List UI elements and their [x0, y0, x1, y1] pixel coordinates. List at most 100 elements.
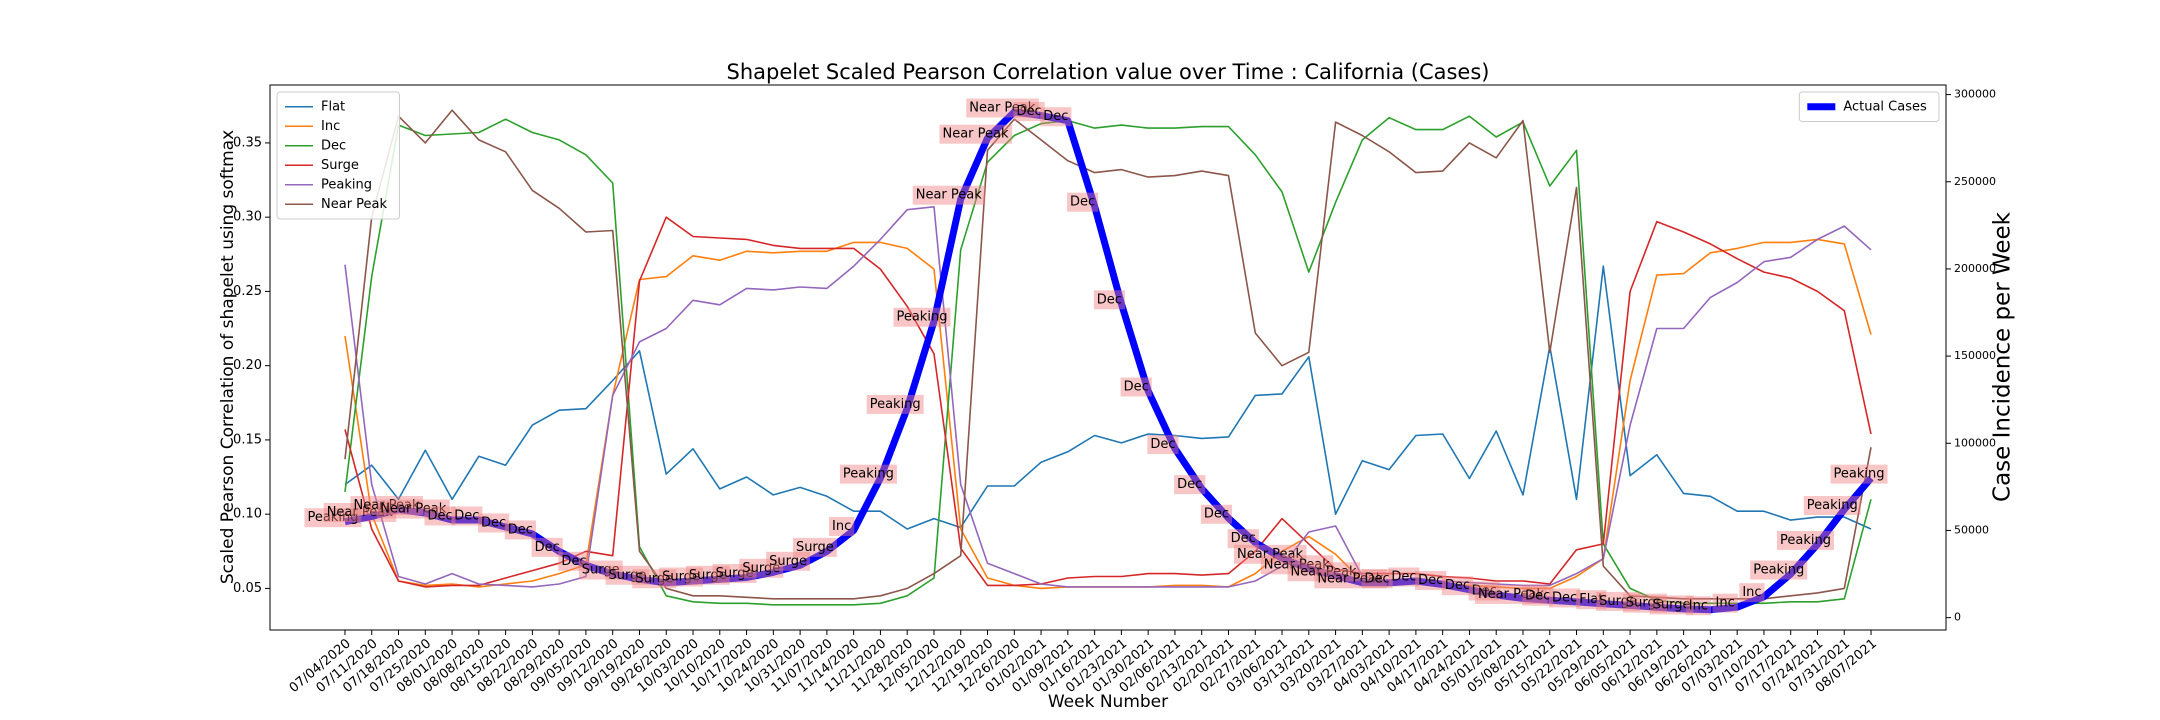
annotation-box	[1415, 570, 1447, 590]
annotation-box	[1776, 530, 1834, 550]
annotation-box	[839, 464, 897, 484]
annotation: Surge	[689, 568, 727, 583]
annotation: Dec	[1043, 109, 1068, 124]
annotation: Near Peak	[1264, 557, 1331, 572]
annotation: Surge	[1599, 594, 1637, 609]
annotation-box	[531, 537, 563, 557]
annotation: Dec	[1552, 590, 1577, 605]
y2-tick-label: 100000	[1954, 436, 1996, 449]
y2-tick-label: 150000	[1954, 349, 1996, 362]
annotation-box	[1739, 583, 1765, 603]
annotation: Near Peak	[1291, 564, 1358, 579]
annotation-box	[1174, 475, 1206, 495]
annotation: Inc	[1716, 596, 1735, 611]
legend-label: Inc	[321, 119, 340, 134]
y-tick-label: 0.10	[233, 507, 262, 522]
x-axis-label: Week Number	[1048, 692, 1168, 712]
annotation-box	[1441, 576, 1474, 596]
annotation: Peaking	[1780, 533, 1831, 548]
y-tick-label: 0.30	[233, 210, 262, 225]
annotation-box	[1468, 581, 1500, 601]
annotation-box	[1147, 435, 1179, 455]
annotation: Peaking	[843, 467, 894, 482]
y2-tick-label: 200000	[1954, 262, 1996, 275]
annotation: Surge	[742, 561, 780, 576]
legend-label: Dec	[321, 138, 346, 153]
annotation: Near Peak	[969, 101, 1036, 116]
annotation-box	[939, 124, 1013, 144]
annotation-box	[1803, 496, 1861, 516]
annotation: Dec	[1124, 379, 1149, 394]
y-tick-label: 0.20	[233, 358, 262, 373]
annotation-box	[1227, 529, 1259, 549]
annotation-box	[893, 307, 951, 327]
annotation: Surge	[1653, 597, 1691, 612]
annotation-box	[504, 520, 536, 540]
annotation-box	[659, 567, 703, 587]
annotation: Peaking	[870, 397, 921, 412]
legend-label: Flat	[321, 99, 345, 114]
annotation-box	[1830, 464, 1888, 484]
annotation: Dec	[454, 508, 479, 523]
annotation: Peaking	[1753, 563, 1804, 578]
y-tick-label: 0.05	[233, 581, 262, 596]
annotation-box	[1314, 569, 1387, 589]
annotation-box	[424, 506, 456, 526]
annotation: Surge	[635, 571, 673, 586]
annotation-box	[304, 508, 362, 528]
cases-line	[344, 108, 1874, 614]
annotation-box	[866, 394, 924, 414]
annotation-box	[739, 558, 784, 578]
annotation: Dec	[427, 508, 452, 523]
annotation-box	[1120, 377, 1152, 397]
annotation-box	[377, 499, 450, 519]
annotation-box	[712, 564, 757, 584]
annotation-box	[1685, 596, 1712, 616]
chart-title: Shapelet Scaled Pearson Correlation valu…	[727, 60, 1490, 84]
annotation: Dec	[508, 522, 533, 537]
annotation: Dec	[1472, 583, 1497, 598]
y2-tick-label: 250000	[1954, 175, 1996, 188]
series-line	[344, 109, 1872, 600]
annotation-box	[966, 98, 1039, 118]
series-line	[344, 216, 1872, 588]
y-tick-label: 0.35	[233, 135, 262, 150]
annotation-box	[829, 516, 855, 536]
annotation: Near Peak	[327, 505, 394, 520]
annotation: Near Peak	[1317, 571, 1384, 586]
annotation: Near Peak	[1237, 547, 1304, 562]
annotation: Inc	[1742, 585, 1761, 600]
annotation: Peaking	[896, 310, 947, 325]
annotation: Surge	[1626, 596, 1664, 611]
y2-tick-label: 50000	[1954, 523, 1989, 536]
series-line	[344, 265, 1872, 530]
legend-box	[1798, 91, 1940, 122]
annotation-box	[792, 537, 837, 557]
annotation-box	[605, 565, 650, 585]
annotation: Surge	[609, 568, 647, 583]
annotation-box	[1649, 595, 1694, 615]
annotation: Surge	[716, 566, 754, 581]
annotation: Near Peak	[1478, 587, 1545, 602]
annotation-box	[1474, 584, 1548, 604]
annotation-box	[1596, 591, 1641, 611]
annotation: Dec	[1016, 104, 1041, 119]
legend-label: Surge	[321, 158, 359, 173]
annotation: Dec	[1070, 195, 1095, 210]
annotation: Dec	[1391, 570, 1416, 585]
annotation-box	[1361, 569, 1393, 589]
annotation: Peaking	[1807, 498, 1858, 513]
annotation-box	[558, 551, 590, 571]
annotation: Dec	[1418, 573, 1443, 588]
plot-frame	[269, 84, 1947, 631]
annotation-box	[1388, 567, 1420, 587]
series-line	[344, 206, 1872, 588]
annotation-box	[578, 560, 623, 580]
legend: Flat Inc Dec Surge Peaking Near Peak	[276, 91, 401, 220]
annotation-box	[478, 513, 510, 533]
annotation: Near Peak	[380, 502, 447, 517]
y2-tick-label: 0	[1954, 611, 1961, 624]
annotation-box	[451, 506, 483, 526]
annotation: Dec	[1177, 477, 1202, 492]
